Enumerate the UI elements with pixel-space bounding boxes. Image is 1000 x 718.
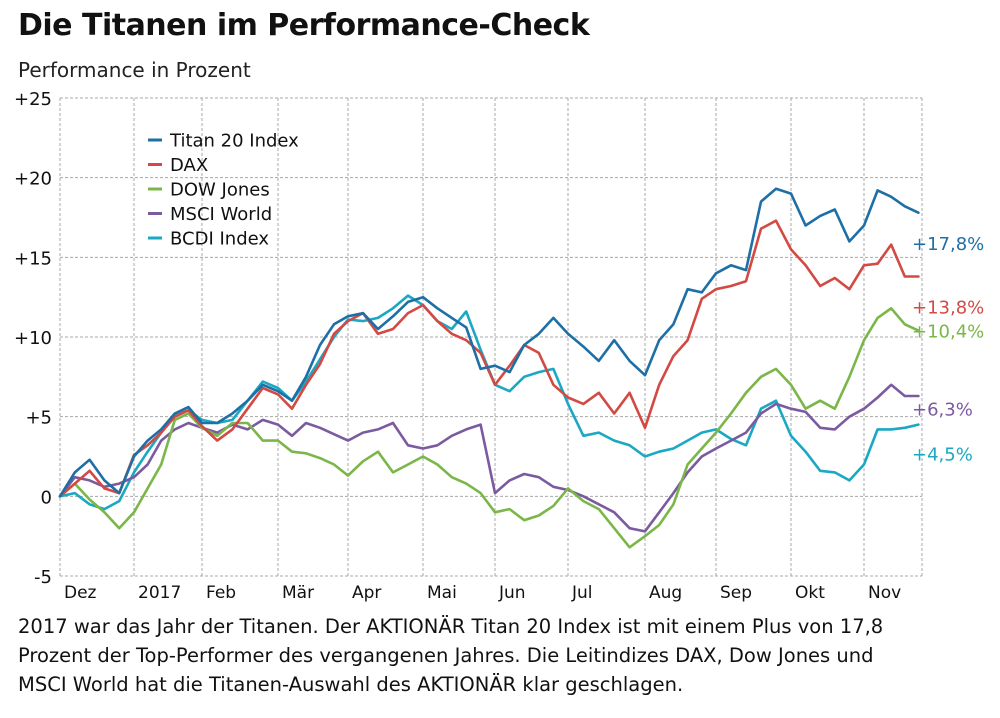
x-tick-label: Mär <box>282 583 314 603</box>
series-line-dax <box>58 219 920 498</box>
x-tick-label: Dez <box>64 583 97 603</box>
legend-label: DAX <box>170 155 208 176</box>
x-tick-label: 2017 <box>138 583 181 603</box>
legend-label: BCDI Index <box>170 229 269 250</box>
x-tick-label: Aug <box>649 583 682 603</box>
x-tick-label: Jun <box>498 583 526 603</box>
x-tick-label: Apr <box>352 583 381 603</box>
caption-line: MSCI World hat die Titanen-Auswahl des A… <box>18 673 684 696</box>
series-line-bcdi-index <box>58 294 920 511</box>
chart-title: Die Titanen im Performance-Check <box>18 8 590 43</box>
caption-line: Prozent der Top-Performer des vergangene… <box>18 644 874 667</box>
y-tick-label: -5 <box>34 567 52 588</box>
end-value-label: +4,5% <box>912 444 973 465</box>
x-tick-label: Jul <box>571 583 593 603</box>
legend-label: MSCI World <box>170 204 272 225</box>
end-value-label: +6,3% <box>912 400 973 421</box>
legend-label: DOW Jones <box>170 180 270 201</box>
chart-caption: 2017 war das Jahr der Titanen. Der AKTIO… <box>18 612 988 699</box>
end-value-label: +13,8% <box>912 298 984 319</box>
y-tick-label: +10 <box>14 328 52 349</box>
end-value-label: +10,4% <box>912 322 984 343</box>
caption-line: 2017 war das Jahr der Titanen. Der AKTIO… <box>18 615 884 638</box>
x-tick-label: Nov <box>868 583 901 603</box>
x-tick-label: Mai <box>427 583 457 603</box>
y-tick-label: +25 <box>14 89 52 110</box>
end-value-label: +17,8% <box>912 234 984 255</box>
x-tick-label: Feb <box>206 583 236 603</box>
x-tick-label: Okt <box>795 583 825 603</box>
y-tick-label: 0 <box>41 487 52 508</box>
y-tick-label: +20 <box>14 169 52 190</box>
y-tick-label: +5 <box>25 408 52 429</box>
legend-label: Titan 20 Index <box>169 131 299 152</box>
series-line-titan-20-index <box>58 187 920 498</box>
chart-subtitle: Performance in Prozent <box>18 58 251 82</box>
y-tick-label: +15 <box>14 248 52 269</box>
x-tick-label: Sep <box>720 583 752 603</box>
series-line-dow-jones <box>58 306 920 549</box>
